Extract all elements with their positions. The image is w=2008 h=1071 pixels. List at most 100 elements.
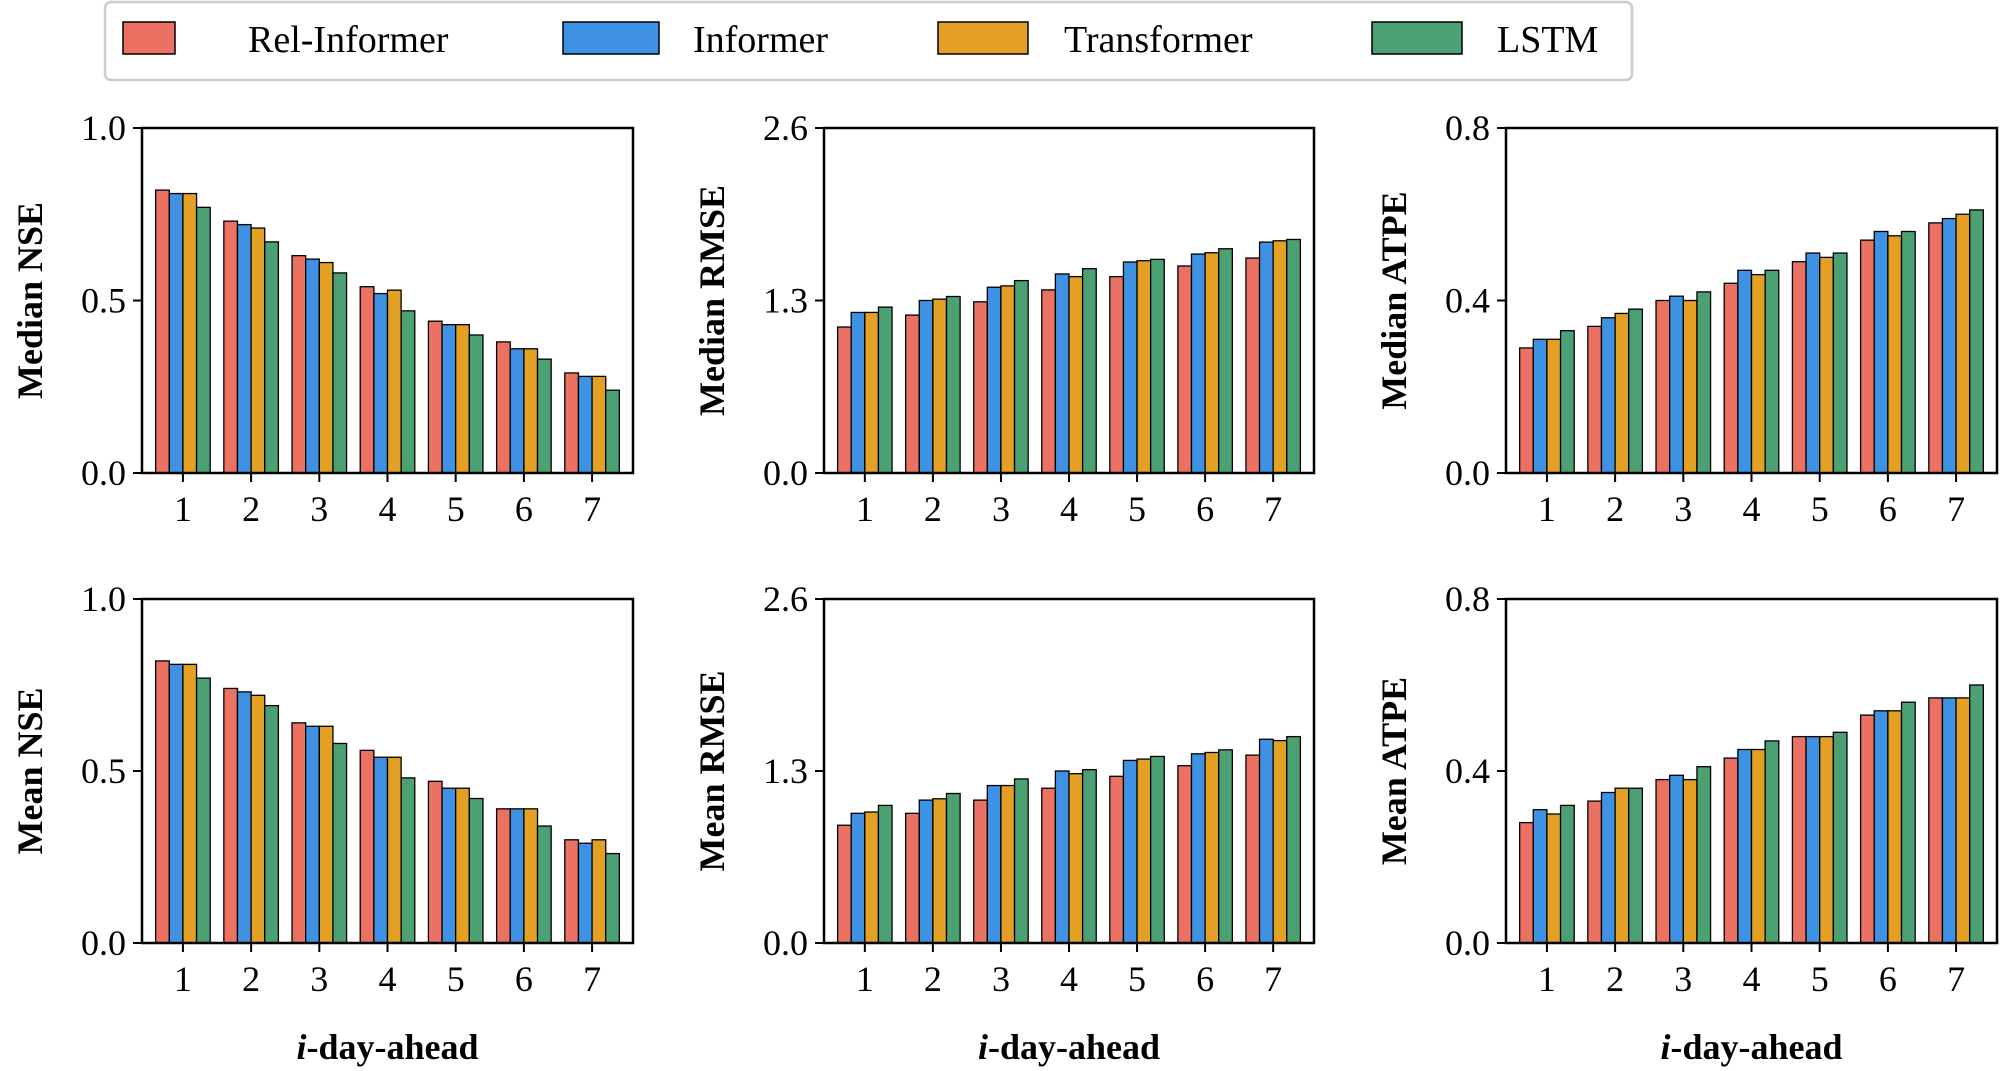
y-tick-label-median-nse-0: 0.0: [81, 453, 126, 493]
x-tick-label-median-nse-4: 4: [379, 489, 397, 529]
x-tick-label-median-rmse-7: 7: [1264, 489, 1282, 529]
bar-mean-atpe-lstm-6: [1900, 701, 1916, 944]
x-tick-label-mean-atpe-7: 7: [1947, 959, 1965, 999]
bar-median-atpe-lstm-1: [1559, 330, 1575, 474]
bar-mean-nse-lstm-4: [400, 777, 416, 944]
x-tick-label-mean-rmse-5: 5: [1128, 959, 1146, 999]
x-axis-title-mean-atpe: i-day-ahead: [1660, 1027, 1842, 1067]
bar-median-rmse-rel-informer-2: [905, 314, 920, 474]
bar-mean-rmse-informer-3: [986, 784, 1002, 944]
bar-median-rmse-transformer-4: [1068, 275, 1084, 474]
bar-median-nse-lstm-3: [332, 272, 348, 474]
bar-mean-rmse-transformer-1: [864, 811, 880, 944]
bar-mean-nse-rel-informer-2: [223, 687, 239, 944]
bar-mean-nse-informer-4: [373, 756, 389, 944]
bar-mean-rmse-informer-7: [1258, 738, 1274, 944]
bar-mean-rmse-informer-2: [918, 799, 934, 944]
x-tick-label-median-nse-7: 7: [583, 489, 601, 529]
legend-entry-informer: Informer: [562, 19, 828, 61]
bar-median-atpe-informer-5: [1805, 252, 1821, 474]
y-tick-label-median-atpe-1: 0.4: [1445, 281, 1490, 321]
bar-mean-nse-lstm-5: [468, 797, 484, 944]
x-tick-label-median-nse-2: 2: [242, 489, 260, 529]
bar-mean-atpe-lstm-1: [1559, 804, 1575, 944]
bar-mean-atpe-informer-3: [1669, 774, 1684, 944]
bar-median-rmse-rel-informer-1: [836, 326, 852, 474]
y-tick-label-median-rmse-0: 0.0: [763, 453, 808, 493]
bar-mean-nse-informer-5: [441, 787, 457, 944]
bar-mean-rmse-rel-informer-7: [1245, 754, 1261, 944]
bar-median-rmse-informer-1: [850, 311, 866, 474]
bar-median-rmse-transformer-7: [1272, 240, 1288, 474]
bar-median-nse-lstm-1: [195, 206, 211, 474]
bar-median-rmse-transformer-1: [864, 311, 880, 474]
bar-mean-atpe-transformer-4: [1750, 748, 1766, 944]
x-tick-label-mean-nse-5: 5: [447, 959, 465, 999]
bar-median-atpe-informer-4: [1737, 269, 1753, 474]
bar-median-rmse-informer-5: [1122, 261, 1138, 474]
bar-median-nse-informer-3: [305, 258, 320, 474]
bar-mean-atpe-lstm-2: [1628, 787, 1644, 944]
bar-mean-nse-transformer-3: [318, 725, 334, 944]
bar-mean-rmse-rel-informer-5: [1109, 775, 1125, 944]
y-tick-label-mean-atpe-0: 0.0: [1445, 923, 1490, 963]
bar-mean-nse-lstm-2: [264, 704, 280, 944]
bar-mean-rmse-lstm-1: [877, 804, 893, 944]
bar-mean-atpe-transformer-7: [1955, 697, 1971, 944]
y-tick-label-median-atpe-2: 0.8: [1445, 108, 1490, 148]
bar-mean-rmse-transformer-3: [1000, 784, 1016, 944]
bar-mean-rmse-informer-4: [1054, 770, 1070, 944]
x-tick-label-mean-rmse-7: 7: [1264, 959, 1282, 999]
x-tick-label-median-rmse-1: 1: [856, 489, 874, 529]
x-tick-label-mean-nse-7: 7: [583, 959, 601, 999]
bar-median-rmse-lstm-7: [1286, 238, 1302, 474]
x-tick-label-median-atpe-6: 6: [1879, 489, 1897, 529]
bar-median-nse-rel-informer-5: [427, 320, 443, 474]
x-tick-label-mean-rmse-1: 1: [856, 959, 874, 999]
bar-mean-atpe-rel-informer-1: [1518, 821, 1534, 944]
y-tick-label-median-rmse-2: 2.6: [763, 108, 808, 148]
bar-mean-rmse-lstm-2: [945, 792, 961, 944]
bar-median-rmse-informer-6: [1190, 253, 1206, 474]
bar-median-rmse-lstm-2: [945, 295, 961, 474]
bar-mean-rmse-rel-informer-6: [1177, 765, 1193, 944]
y-tick-label-median-rmse-1: 1.3: [763, 281, 808, 321]
x-tick-label-mean-nse-3: 3: [310, 959, 328, 999]
bar-mean-nse-informer-6: [509, 808, 525, 944]
bar-median-nse-lstm-2: [264, 241, 280, 474]
legend-entry-rel-informer: Rel-Informer: [122, 19, 449, 61]
bar-median-rmse-transformer-3: [1000, 285, 1016, 474]
x-tick-label-mean-atpe-4: 4: [1743, 959, 1761, 999]
x-tick-label-median-rmse-5: 5: [1128, 489, 1146, 529]
x-axis-title-mean-rmse: i-day-ahead: [978, 1027, 1160, 1067]
bar-median-rmse-informer-2: [918, 299, 934, 474]
bar-median-atpe-lstm-2: [1628, 308, 1644, 474]
x-tick-label-mean-nse-2: 2: [242, 959, 260, 999]
bar-median-nse-lstm-5: [468, 334, 484, 474]
bar-mean-atpe-lstm-3: [1696, 766, 1712, 944]
bar-median-nse-rel-informer-4: [359, 286, 375, 474]
x-tick-label-median-nse-1: 1: [174, 489, 192, 529]
bar-mean-nse-informer-7: [577, 842, 593, 944]
x-tick-label-mean-atpe-5: 5: [1811, 959, 1829, 999]
bar-mean-atpe-transformer-6: [1887, 710, 1903, 944]
bar-median-nse-informer-4: [373, 292, 389, 474]
x-tick-label-median-atpe-3: 3: [1674, 489, 1692, 529]
bar-median-atpe-informer-3: [1669, 295, 1684, 474]
bar-mean-atpe-rel-informer-2: [1587, 800, 1603, 944]
x-tick-label-median-rmse-2: 2: [924, 489, 942, 529]
bar-median-rmse-transformer-5: [1136, 260, 1152, 474]
bar-median-nse-transformer-4: [386, 289, 402, 474]
bar-mean-nse-informer-1: [168, 663, 184, 944]
bar-median-rmse-rel-informer-3: [973, 301, 988, 474]
x-tick-label-median-atpe-1: 1: [1538, 489, 1556, 529]
bar-median-atpe-informer-6: [1873, 230, 1889, 474]
bar-mean-atpe-rel-informer-6: [1859, 714, 1875, 944]
bar-median-nse-rel-informer-6: [495, 341, 511, 474]
bar-mean-atpe-informer-1: [1532, 809, 1548, 944]
bar-median-nse-lstm-7: [605, 389, 621, 474]
bar-median-rmse-rel-informer-5: [1109, 275, 1125, 474]
x-tick-label-median-rmse-3: 3: [992, 489, 1010, 529]
bar-median-rmse-informer-7: [1258, 241, 1274, 474]
